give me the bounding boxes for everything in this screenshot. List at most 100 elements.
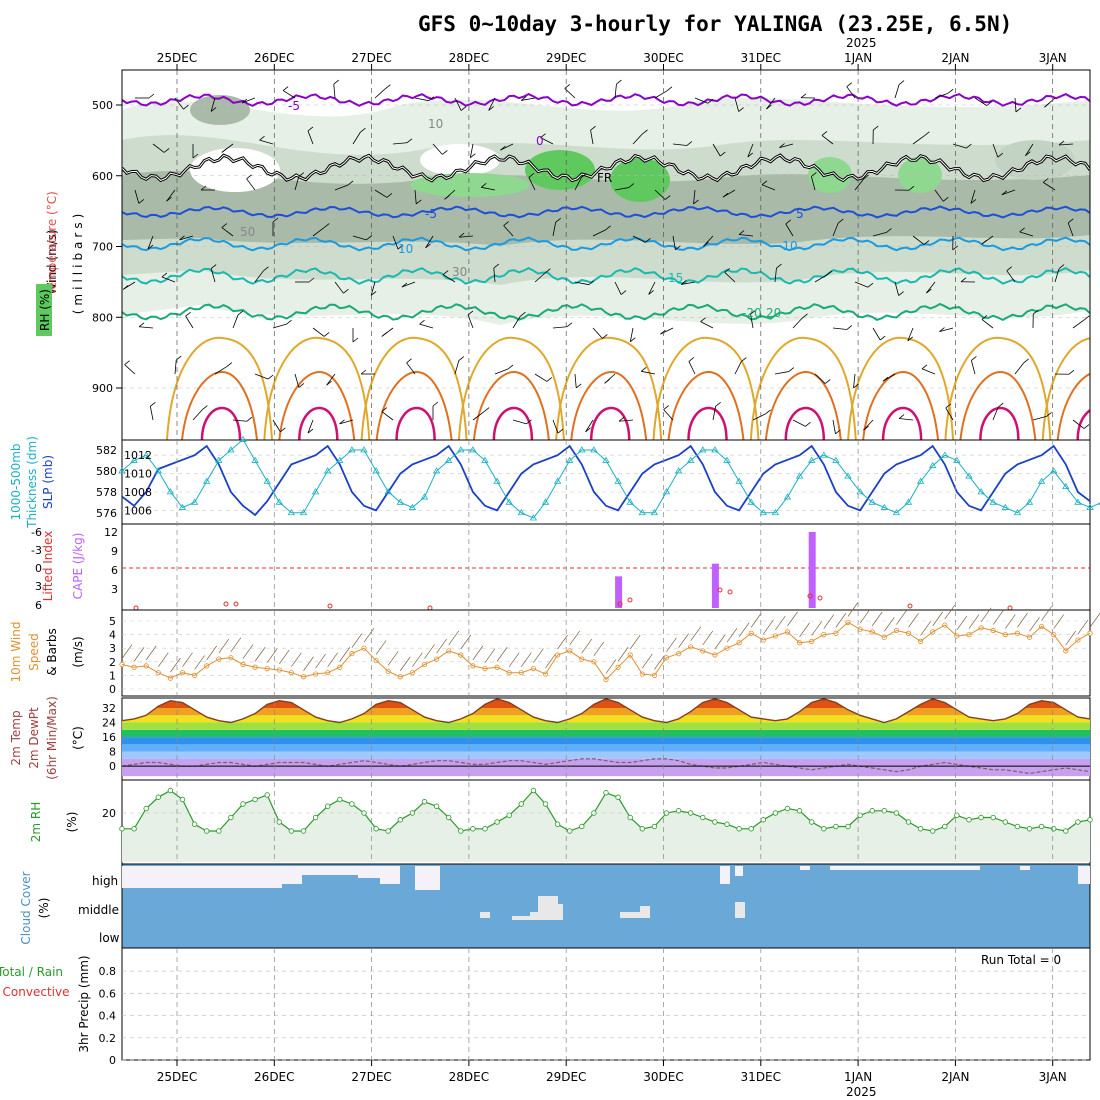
contour-label-minus5: -5 (425, 207, 437, 221)
thickness-point (1025, 498, 1034, 505)
contour-label-15: 15 (668, 271, 683, 285)
thickness-ylabel-b: Thickness (dm) (25, 436, 39, 529)
wind-barb (663, 409, 674, 421)
wind10m-barb (896, 610, 907, 625)
slp-tick-label: 1008 (124, 486, 152, 499)
year-label-top: 2025 (846, 36, 877, 50)
wind-barb-flag (202, 405, 208, 410)
wind-barb-flag (747, 152, 754, 158)
wind-barb (974, 97, 987, 106)
wind-barb (521, 97, 536, 101)
contour-25 (457, 336, 565, 440)
wind-barb (185, 315, 194, 329)
rh2m-point (1050, 826, 1057, 832)
rh2m-point (518, 801, 524, 807)
cloud-gap-high (170, 866, 230, 874)
thickness-point (1037, 477, 1046, 484)
wind-barb-flag (267, 374, 274, 380)
wind-barb (619, 419, 634, 422)
precip-tick-label: 0.2 (99, 1032, 117, 1045)
wind-barb-flag (546, 377, 553, 382)
lifted-index-series (133, 587, 1013, 611)
wind-barb (574, 373, 577, 388)
wind-barb-flag (981, 239, 987, 245)
wind10m-barb (944, 604, 956, 620)
wind-barb-flag (898, 291, 904, 296)
wind10m-barb (1053, 614, 1064, 629)
rh2m-point (627, 814, 633, 821)
wind-barb (734, 361, 742, 375)
wind-barb-flag (921, 364, 928, 370)
wind10m-barb (218, 638, 230, 654)
contour-35 (395, 406, 436, 440)
precip-tick-label: 0.6 (99, 987, 117, 1000)
wind-barb-flag (605, 225, 611, 231)
contour-15 (122, 266, 1090, 285)
wind10m-barb (170, 657, 181, 673)
wind-barb (134, 189, 140, 204)
wind-barb (352, 131, 361, 145)
rh2m-point (554, 821, 561, 827)
wind-barb-flag (664, 195, 671, 200)
thickness-point (1074, 498, 1082, 505)
wind-barb (912, 135, 925, 145)
contour-30 (959, 370, 1037, 440)
temp-band (122, 708, 1090, 716)
wind-barb (500, 143, 514, 151)
rh2m-point (748, 826, 754, 832)
rh2m-point (131, 826, 137, 832)
date-label-bottom: 29DEC (546, 1070, 586, 1084)
wind-barb-flag (981, 315, 988, 320)
contour-30 (278, 370, 356, 440)
wind-barb-flag (628, 183, 635, 188)
top-date-axis: 25DEC 26DEC 27DEC 28DEC 29DEC 30DEC 31DEC 1JAN 2… (157, 51, 1067, 65)
wind-barb (1001, 189, 1016, 196)
date-label-bottom: 31DEC (741, 1070, 781, 1084)
contour-25 (652, 336, 760, 440)
wind-barb (761, 184, 776, 191)
wind-barb (700, 321, 714, 329)
wind-barb-flag (997, 152, 1004, 158)
wind-barb-flag (1044, 102, 1050, 108)
temp-band (122, 737, 1090, 745)
wind-barb-flag (282, 86, 289, 91)
wind-barb (552, 222, 557, 237)
thickness-point (481, 456, 489, 463)
wind-barb-flag (226, 362, 233, 367)
wind-barb (454, 97, 462, 111)
wind-barb (592, 327, 603, 339)
wind-barb-flag (545, 268, 551, 273)
contour-35 (200, 406, 242, 440)
thickness-point (856, 488, 864, 495)
wind-barb-flag (298, 383, 305, 388)
slp-tick-label: 1010 (124, 468, 152, 481)
rh-label-30: 30 (452, 265, 467, 279)
wind-barb (503, 225, 514, 237)
wind-barb-flag (997, 402, 1004, 408)
date-label-bottom: 3JAN (1039, 1070, 1067, 1084)
wind10m-barb (629, 634, 641, 650)
contour-25 (1041, 337, 1090, 440)
wind-barb-flag (528, 173, 535, 178)
wind-barb-flag (971, 356, 977, 361)
temp2m-line (121, 698, 1091, 724)
contour-35 (492, 406, 534, 440)
wind10m-barb (1089, 613, 1100, 628)
wind10m-barb (581, 638, 593, 654)
li-tick-label: 6 (35, 599, 42, 612)
wind-barb-flag (750, 309, 756, 315)
upper-air-panel: 500 600 700 800 900 -5 0 FR -5 5 -10 10 15 -… (92, 69, 1091, 441)
wind-barb-flag (863, 425, 869, 431)
cloud-gaps (122, 866, 1090, 920)
contour-30 (181, 370, 258, 440)
thickness-point (396, 498, 405, 505)
wind-barb-flag (805, 422, 811, 427)
thickness-tick-label: 576 (96, 507, 117, 520)
pressure-tick-label: 900 (92, 382, 113, 395)
ua-ylabel-temp: Temperature (°C) (45, 191, 59, 296)
cloud-ylabel: Cloud Cover (19, 871, 33, 944)
date-label-bottom: 26DEC (254, 1070, 294, 1084)
wind-barb (334, 281, 344, 294)
thickness-point (602, 456, 610, 463)
